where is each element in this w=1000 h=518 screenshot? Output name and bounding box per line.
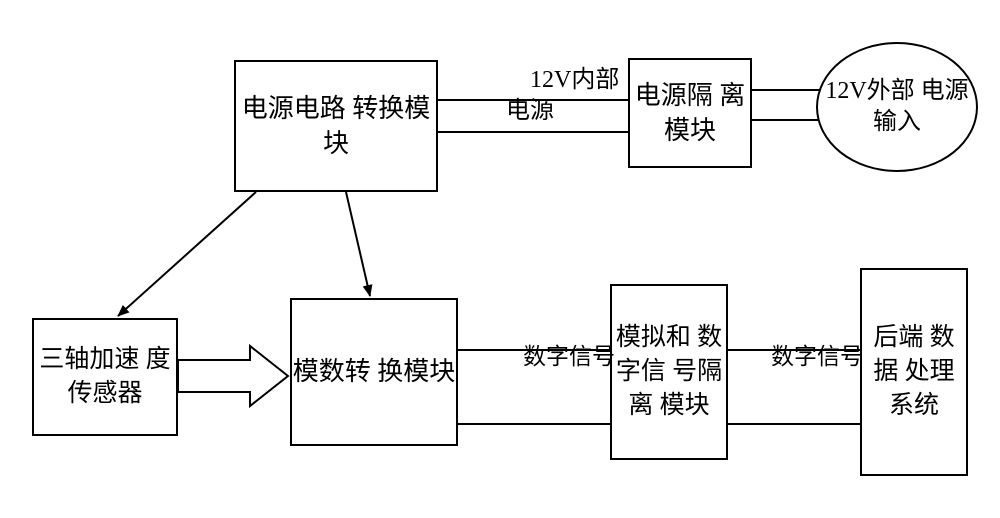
node-sig-iso: 模拟和 数字信 号隔离 模块 — [610, 284, 728, 460]
node-backend-text: 后端 数据 处理 系统 — [862, 321, 966, 422]
node-power-conv-text: 电源电路 转换模块 — [236, 91, 436, 161]
edge-sensor-adc-open-arrow — [178, 346, 288, 406]
node-adc: 模数转 换模块 — [290, 298, 458, 446]
label-digital-2: 数字信号 — [748, 312, 863, 402]
node-power-iso-text: 电源隔 离模块 — [630, 78, 750, 148]
label-internal-12v: 12V内部 电源 — [506, 34, 619, 159]
label-internal-12v-text: 12V内部 电源 — [506, 67, 619, 124]
node-power-conv: 电源电路 转换模块 — [234, 60, 438, 192]
label-digital-1-text: 数字信号 — [523, 344, 615, 369]
node-sensor-text: 三轴加速 度传感器 — [34, 343, 176, 411]
diagram-canvas: 电源电路 转换模块 电源隔 离模块 12V外部 电源输入 三轴加速 度传感器 模… — [0, 0, 1000, 518]
node-adc-text: 模数转 换模块 — [293, 354, 456, 389]
label-digital-2-text: 数字信号 — [771, 344, 863, 369]
edge-powerconv-adc — [346, 192, 370, 296]
label-digital-1: 数字信号 — [500, 312, 615, 402]
node-ext-power: 12V外部 电源输入 — [816, 42, 978, 172]
node-ext-power-text: 12V外部 电源输入 — [818, 76, 976, 138]
node-power-iso: 电源隔 离模块 — [628, 58, 752, 168]
node-sensor: 三轴加速 度传感器 — [32, 318, 178, 436]
node-sig-iso-text: 模拟和 数字信 号隔离 模块 — [612, 321, 726, 422]
edge-powerconv-sensor — [118, 192, 256, 316]
node-backend: 后端 数据 处理 系统 — [860, 268, 968, 476]
